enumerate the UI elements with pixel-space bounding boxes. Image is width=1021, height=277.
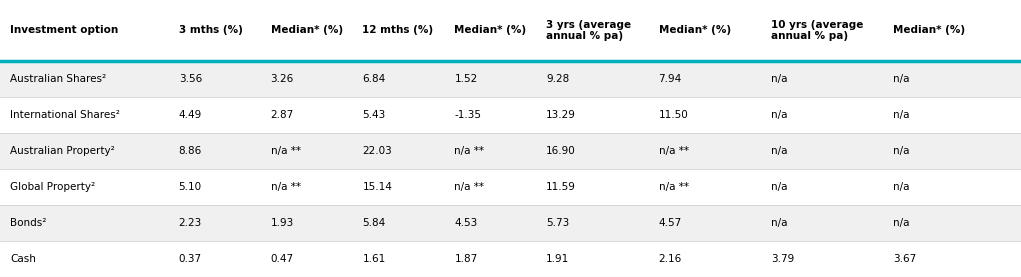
Text: n/a **: n/a **	[454, 146, 484, 156]
Text: Australian Property²: Australian Property²	[10, 146, 115, 156]
FancyBboxPatch shape	[0, 61, 1021, 97]
Text: Median* (%): Median* (%)	[659, 25, 731, 35]
Text: 3.26: 3.26	[271, 74, 294, 84]
FancyBboxPatch shape	[0, 97, 1021, 133]
Text: Cash: Cash	[10, 254, 36, 264]
FancyBboxPatch shape	[0, 0, 1021, 61]
Text: 6.84: 6.84	[362, 74, 386, 84]
Text: Bonds²: Bonds²	[10, 218, 47, 228]
Text: 22.03: 22.03	[362, 146, 392, 156]
FancyBboxPatch shape	[0, 133, 1021, 169]
Text: n/a: n/a	[893, 74, 910, 84]
Text: 5.43: 5.43	[362, 110, 386, 120]
Text: n/a: n/a	[893, 110, 910, 120]
Text: n/a **: n/a **	[271, 146, 300, 156]
Text: Median* (%): Median* (%)	[454, 25, 527, 35]
Text: 13.29: 13.29	[546, 110, 576, 120]
Text: 1.93: 1.93	[271, 218, 294, 228]
Text: n/a **: n/a **	[659, 182, 688, 192]
Text: International Shares²: International Shares²	[10, 110, 120, 120]
Text: 10 yrs (average
annual % pa): 10 yrs (average annual % pa)	[771, 20, 863, 41]
Text: n/a **: n/a **	[659, 146, 688, 156]
Text: 5.10: 5.10	[179, 182, 202, 192]
Text: 1.61: 1.61	[362, 254, 386, 264]
Text: 1.87: 1.87	[454, 254, 478, 264]
Text: 3.56: 3.56	[179, 74, 202, 84]
Text: 15.14: 15.14	[362, 182, 392, 192]
Text: 4.57: 4.57	[659, 218, 682, 228]
Text: n/a: n/a	[771, 182, 787, 192]
Text: Investment option: Investment option	[10, 25, 118, 35]
Text: n/a: n/a	[893, 218, 910, 228]
Text: n/a **: n/a **	[454, 182, 484, 192]
Text: 4.49: 4.49	[179, 110, 202, 120]
FancyBboxPatch shape	[0, 241, 1021, 277]
Text: 9.28: 9.28	[546, 74, 570, 84]
Text: n/a: n/a	[771, 146, 787, 156]
Text: n/a: n/a	[893, 146, 910, 156]
Text: 1.52: 1.52	[454, 74, 478, 84]
Text: n/a: n/a	[771, 74, 787, 84]
Text: 4.53: 4.53	[454, 218, 478, 228]
FancyBboxPatch shape	[0, 169, 1021, 205]
Text: 8.86: 8.86	[179, 146, 202, 156]
Text: 12 mths (%): 12 mths (%)	[362, 25, 434, 35]
Text: 2.23: 2.23	[179, 218, 202, 228]
Text: 2.87: 2.87	[271, 110, 294, 120]
Text: 3 yrs (average
annual % pa): 3 yrs (average annual % pa)	[546, 20, 631, 41]
Text: 16.90: 16.90	[546, 146, 576, 156]
Text: -1.35: -1.35	[454, 110, 481, 120]
Text: 11.59: 11.59	[546, 182, 576, 192]
FancyBboxPatch shape	[0, 205, 1021, 241]
Text: 3.67: 3.67	[893, 254, 917, 264]
Text: n/a: n/a	[771, 110, 787, 120]
Text: 0.47: 0.47	[271, 254, 294, 264]
Text: Global Property²: Global Property²	[10, 182, 95, 192]
Text: n/a: n/a	[893, 182, 910, 192]
Text: Median* (%): Median* (%)	[271, 25, 343, 35]
Text: n/a **: n/a **	[271, 182, 300, 192]
Text: Median* (%): Median* (%)	[893, 25, 966, 35]
Text: Australian Shares²: Australian Shares²	[10, 74, 106, 84]
Text: 5.73: 5.73	[546, 218, 570, 228]
Text: 0.37: 0.37	[179, 254, 202, 264]
Text: 11.50: 11.50	[659, 110, 688, 120]
Text: 1.91: 1.91	[546, 254, 570, 264]
Text: n/a: n/a	[771, 218, 787, 228]
Text: 3 mths (%): 3 mths (%)	[179, 25, 243, 35]
Text: 2.16: 2.16	[659, 254, 682, 264]
Text: 7.94: 7.94	[659, 74, 682, 84]
Text: 3.79: 3.79	[771, 254, 794, 264]
Text: 5.84: 5.84	[362, 218, 386, 228]
